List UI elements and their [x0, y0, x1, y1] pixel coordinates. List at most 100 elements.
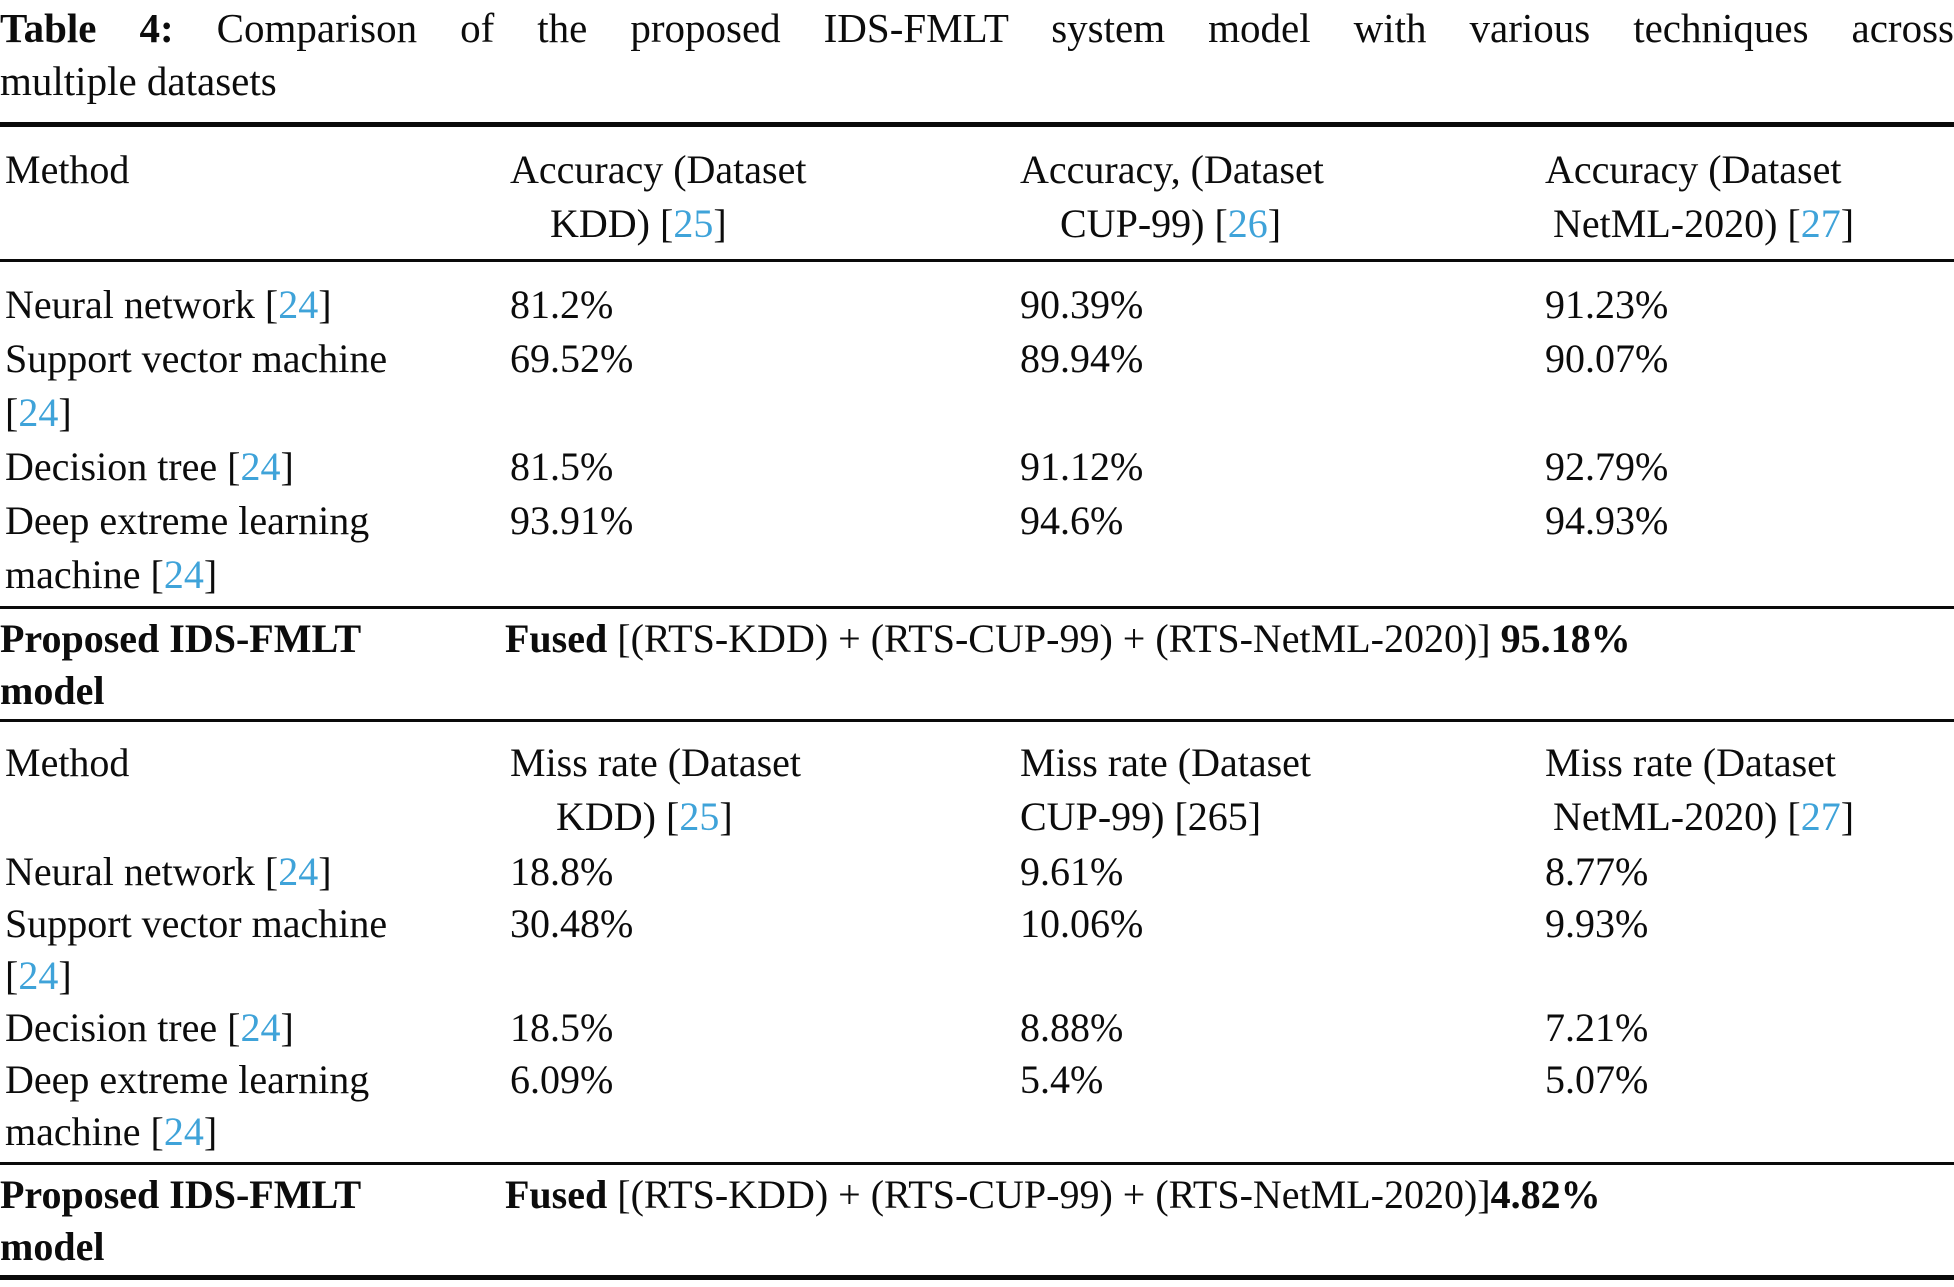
value-cell: 90.07% [1545, 336, 1669, 381]
value-cell: 5.07% [1545, 1057, 1649, 1102]
table-row-svm: Support vector machine [24] 69.52% 89.94… [0, 332, 1954, 440]
value-cell: 5.4% [1020, 1057, 1104, 1102]
citation-link[interactable]: 27 [1800, 794, 1841, 839]
method-text: machine [ [5, 1109, 164, 1154]
table-caption-text: Comparison of the proposed IDS-FMLT syst… [173, 5, 1954, 51]
method-label: Deep extreme learning machine [24] [5, 494, 510, 602]
method-text: Support vector machine [5, 336, 388, 381]
header-cell-accuracy-cup99: Accuracy, (Dataset CUP-99) [26] [1020, 143, 1545, 251]
value-cell: 7.21% [1545, 1005, 1649, 1050]
method-text: machine [ [5, 552, 164, 597]
header-text: Miss rate (Dataset [1545, 740, 1837, 785]
value-cell: 94.6% [1020, 498, 1124, 543]
method-text: Decision tree [ [5, 444, 241, 489]
header-text: KDD) [25] [510, 790, 1020, 844]
value-cell: 10.06% [1020, 901, 1144, 946]
method-label-proposed: Proposed IDS-FMLT model [0, 1169, 505, 1273]
citation-link[interactable]: 24 [240, 444, 281, 489]
table-rule [0, 606, 1954, 609]
table-row-neural-network: Neural network [24] 81.2% 90.39% 91.23% [0, 278, 1954, 332]
header-text: Miss rate (Dataset [510, 740, 802, 785]
table-row-deep-extreme-learning: Deep extreme learning machine [24] 6.09%… [0, 1054, 1954, 1158]
citation-link[interactable]: 24 [163, 1109, 204, 1154]
citation-link[interactable]: 25 [679, 794, 720, 839]
header-text: KDD) [ [556, 794, 680, 839]
header-text: CUP-99) [265] [1020, 794, 1262, 839]
value-cell: 18.8% [510, 849, 614, 894]
table-row-svm: Support vector machine [24] 30.48% 10.06… [0, 898, 1954, 1002]
method-text: model [0, 668, 105, 713]
table-rule [0, 1162, 1954, 1165]
method-text: ] [318, 849, 332, 894]
citation-link[interactable]: 24 [278, 282, 319, 327]
method-text: Deep extreme learning [5, 498, 370, 543]
header-text: Accuracy, (Dataset [1020, 147, 1324, 192]
accuracy-body: Neural network [24] 81.2% 90.39% 91.23% … [0, 262, 1954, 606]
table-rule [0, 259, 1954, 262]
value-cell: 8.77% [1545, 849, 1649, 894]
method-text: ] [203, 552, 218, 597]
accuracy-header-row: Method Accuracy (Dataset KDD) [25] Accur… [0, 127, 1954, 259]
value-cell: 92.79% [1545, 444, 1669, 489]
fused-label: Fused [505, 616, 608, 661]
header-cell-missrate-kdd: Miss rate (Dataset KDD) [25] [510, 736, 1020, 844]
value-cell: 90.39% [1020, 282, 1144, 327]
value-cell: 81.2% [510, 282, 614, 327]
header-cell-method: Method [5, 740, 130, 785]
method-text: ] [280, 444, 294, 489]
fused-result-cell: Fused [(RTS-KDD) + (RTS-CUP-99) + (RTS-N… [505, 613, 1954, 717]
table-row-decision-tree: Decision tree [24] 81.5% 91.12% 92.79% [0, 440, 1954, 494]
header-text: Accuracy (Dataset [510, 147, 807, 192]
table-row-proposed-miss-rate: Proposed IDS-FMLT model Fused [(RTS-KDD)… [0, 1165, 1954, 1275]
header-text: NetML-2020) [27] [1545, 197, 1954, 251]
header-text: Miss rate (Dataset [1020, 740, 1312, 785]
citation-link[interactable]: 24 [278, 849, 319, 894]
header-cell-accuracy-kdd: Accuracy (Dataset KDD) [25] [510, 143, 1020, 251]
method-label: Neural network [24] [5, 278, 510, 332]
header-text: KDD) [25] [510, 197, 1020, 251]
header-text: NetML-2020) [ [1553, 794, 1801, 839]
header-text: ] [713, 201, 727, 246]
citation-link[interactable]: 26 [1227, 201, 1268, 246]
table-caption-line1: Table 4: Comparison of the proposed IDS-… [0, 2, 1954, 55]
method-text: ] [203, 1109, 218, 1154]
table-caption-line2: multiple datasets [0, 58, 277, 104]
method-text: Decision tree [ [5, 1005, 241, 1050]
value-cell: 89.94% [1020, 336, 1144, 381]
header-text: NetML-2020) [ [1553, 201, 1801, 246]
method-text: ] [58, 953, 72, 998]
value-cell: 69.52% [510, 336, 634, 381]
header-cell-missrate-netml: Miss rate (Dataset NetML-2020) [27] [1545, 736, 1954, 844]
miss-rate-body: Neural network [24] 18.8% 9.61% 8.77% Su… [0, 844, 1954, 1162]
header-cell-method: Method [5, 147, 130, 192]
method-text: [ [5, 953, 19, 998]
fused-expression: [(RTS-KDD) + (RTS-CUP-99) + (RTS-NetML-2… [607, 1172, 1491, 1217]
fused-value: 95.18% [1500, 616, 1631, 661]
fused-value: 4.82% [1490, 1172, 1601, 1217]
value-cell: 18.5% [510, 1005, 614, 1050]
value-cell: 9.61% [1020, 849, 1124, 894]
citation-link[interactable]: 24 [18, 953, 59, 998]
header-cell-accuracy-netml: Accuracy (Dataset NetML-2020) [27] [1545, 143, 1954, 251]
citation-link[interactable]: 27 [1800, 201, 1841, 246]
header-text: ] [1840, 201, 1855, 246]
table-rule [0, 719, 1954, 722]
value-cell: 81.5% [510, 444, 614, 489]
method-label-proposed: Proposed IDS-FMLT model [0, 613, 505, 717]
fused-expression: [(RTS-KDD) + (RTS-CUP-99) + (RTS-NetML-2… [607, 616, 1501, 661]
table-row-proposed-accuracy: Proposed IDS-FMLT model Fused [(RTS-KDD)… [0, 609, 1954, 719]
citation-link[interactable]: 24 [163, 552, 204, 597]
citation-link[interactable]: 24 [240, 1005, 281, 1050]
value-cell: 94.93% [1545, 498, 1669, 543]
method-text: machine [24] [5, 548, 510, 602]
header-text: ] [719, 794, 733, 839]
value-cell: 93.91% [510, 498, 634, 543]
method-text: ] [318, 282, 332, 327]
citation-link[interactable]: 24 [18, 390, 59, 435]
method-label: Deep extreme learning machine [24] [5, 1054, 510, 1158]
table-rule-top [0, 122, 1954, 127]
header-text: ] [1267, 201, 1282, 246]
method-text: Deep extreme learning [5, 1057, 370, 1102]
fused-result-cell: Fused [(RTS-KDD) + (RTS-CUP-99) + (RTS-N… [505, 1169, 1954, 1273]
citation-link[interactable]: 25 [673, 201, 714, 246]
